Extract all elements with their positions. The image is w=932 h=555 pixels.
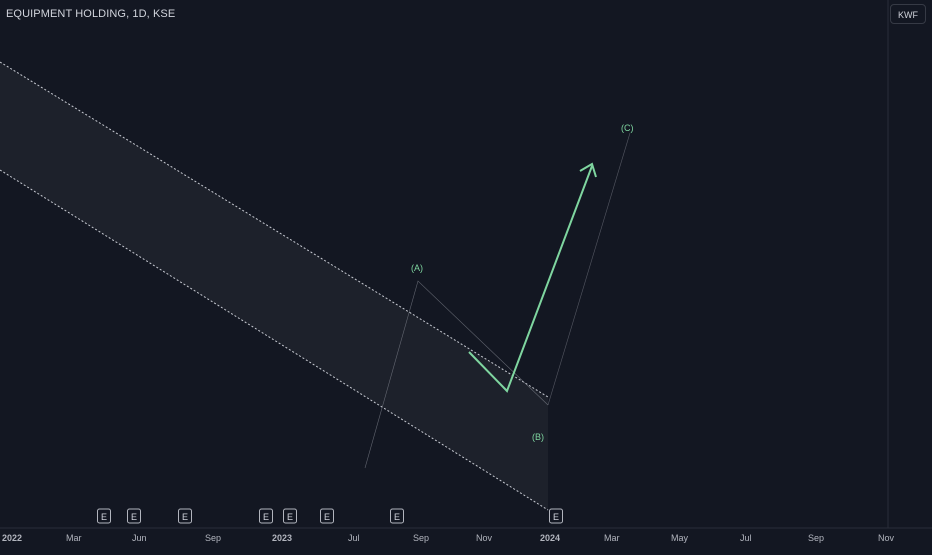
x-tick-label: Jun bbox=[132, 533, 147, 543]
earnings-marker: E bbox=[320, 508, 334, 524]
earnings-marker-box bbox=[283, 508, 297, 524]
x-tick-label: May bbox=[671, 533, 689, 543]
earnings-marker-label: E bbox=[553, 512, 559, 522]
x-tick-label: Sep bbox=[808, 533, 824, 543]
earnings-marker-label: E bbox=[287, 512, 293, 522]
earnings-marker-box bbox=[97, 508, 111, 524]
x-tick-label: Jul bbox=[740, 533, 752, 543]
earnings-marker-label: E bbox=[324, 512, 330, 522]
symbol-title: EQUIPMENT HOLDING, 1D, KSE bbox=[6, 8, 176, 20]
projection-arrowhead bbox=[579, 162, 597, 178]
earnings-marker: E bbox=[259, 508, 273, 524]
earnings-marker: E bbox=[127, 508, 141, 524]
earnings-marker: E bbox=[97, 508, 111, 524]
x-tick-label: Nov bbox=[476, 533, 493, 543]
earnings-marker: E bbox=[283, 508, 297, 524]
earnings-marker-box bbox=[127, 508, 141, 524]
wave-guide-line bbox=[364, 280, 549, 469]
wave-label-b: (B) bbox=[532, 432, 544, 442]
x-tick-label: Mar bbox=[66, 533, 82, 543]
earnings-marker: E bbox=[178, 508, 192, 524]
earnings-marker-label: E bbox=[131, 512, 137, 522]
earnings-marker-label: E bbox=[182, 512, 188, 522]
earnings-marker-label: E bbox=[101, 512, 107, 522]
channel-fill bbox=[0, 62, 548, 510]
x-tick-label: Sep bbox=[205, 533, 221, 543]
earnings-marker-box bbox=[549, 508, 563, 524]
earnings-marker: E bbox=[390, 508, 404, 524]
x-tick-label: 2023 bbox=[272, 533, 292, 543]
earnings-marker-box bbox=[259, 508, 273, 524]
earnings-marker-label: E bbox=[263, 512, 269, 522]
x-tick-label: 2022 bbox=[2, 533, 22, 543]
channel-upper-line bbox=[0, 61, 549, 398]
x-tick-label: Sep bbox=[413, 533, 429, 543]
earnings-marker: E bbox=[549, 508, 563, 524]
x-tick-label: Nov bbox=[878, 533, 895, 543]
earnings-marker-box bbox=[320, 508, 334, 524]
channel-lower-line bbox=[0, 169, 549, 511]
x-tick-label: Jul bbox=[348, 533, 360, 543]
currency-button[interactable]: KWF bbox=[890, 4, 926, 24]
x-tick-label: 2024 bbox=[540, 533, 560, 543]
wave-label-a: (A) bbox=[411, 263, 423, 273]
earnings-marker-label: E bbox=[394, 512, 400, 522]
earnings-marker-box bbox=[390, 508, 404, 524]
wave-guide-line-c bbox=[547, 132, 631, 406]
x-tick-label: Mar bbox=[604, 533, 620, 543]
wave-label-c: (C) bbox=[621, 123, 634, 133]
earnings-marker-box bbox=[178, 508, 192, 524]
projection-path bbox=[468, 165, 593, 393]
